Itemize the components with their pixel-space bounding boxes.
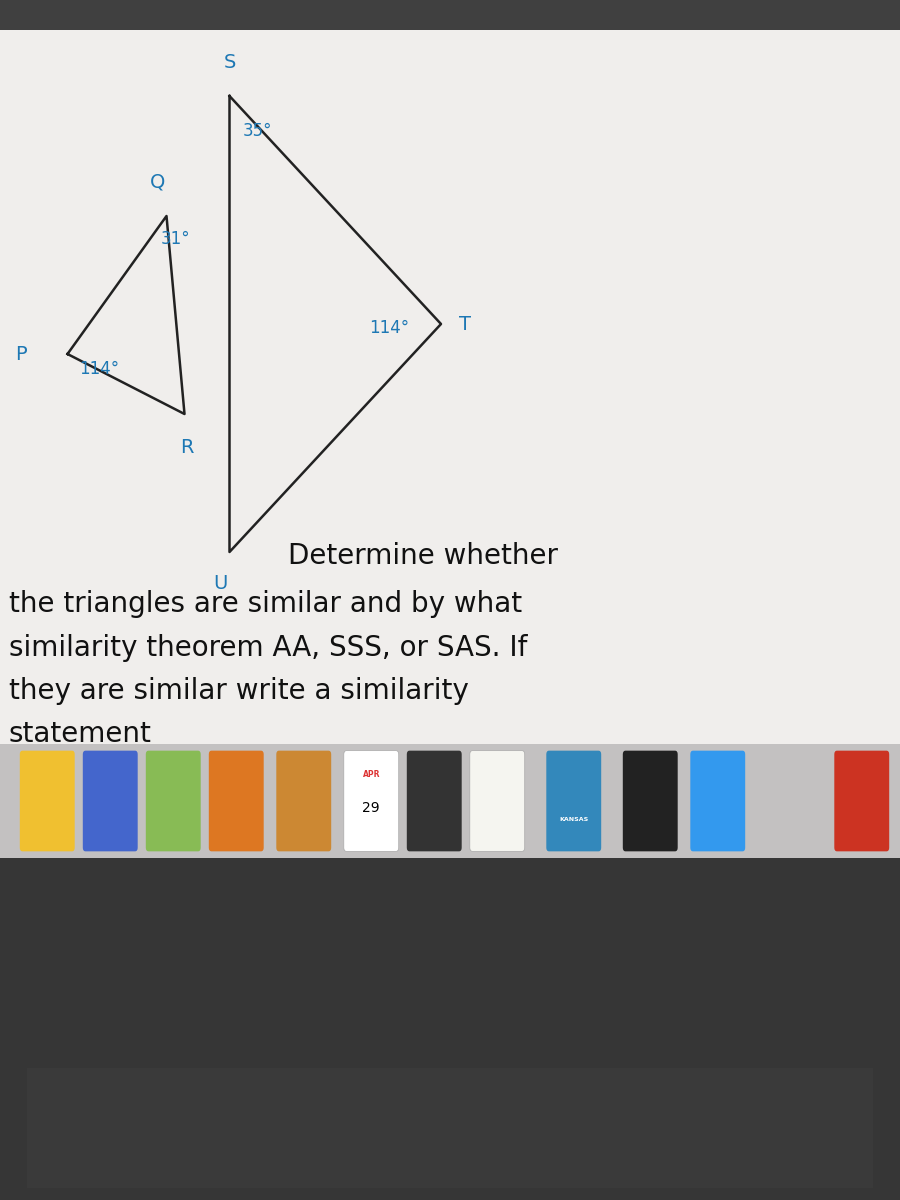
Text: statement: statement (9, 720, 152, 748)
Text: Q: Q (149, 173, 166, 192)
Text: Determine whether: Determine whether (288, 542, 558, 570)
FancyBboxPatch shape (470, 751, 525, 851)
FancyBboxPatch shape (407, 751, 462, 851)
Text: R: R (180, 438, 194, 457)
Text: 114°: 114° (79, 360, 120, 378)
Text: 35°: 35° (243, 122, 273, 140)
FancyBboxPatch shape (546, 751, 601, 851)
Bar (0, 858, 900, 1200)
Bar (0, 30, 900, 858)
Text: P: P (15, 344, 27, 364)
Text: APR: APR (363, 770, 380, 779)
Text: T: T (459, 314, 471, 334)
Bar (27, 1068, 873, 1188)
FancyBboxPatch shape (20, 751, 75, 851)
Text: U: U (213, 574, 228, 593)
Text: S: S (223, 53, 236, 72)
FancyBboxPatch shape (344, 751, 399, 851)
FancyBboxPatch shape (834, 751, 889, 851)
Text: the triangles are similar and by what: the triangles are similar and by what (9, 590, 522, 618)
Text: they are similar write a similarity: they are similar write a similarity (9, 677, 469, 704)
FancyBboxPatch shape (209, 751, 264, 851)
Bar (0, 0, 900, 30)
Text: 29: 29 (363, 802, 380, 816)
FancyBboxPatch shape (146, 751, 201, 851)
FancyBboxPatch shape (83, 751, 138, 851)
FancyBboxPatch shape (623, 751, 678, 851)
FancyBboxPatch shape (276, 751, 331, 851)
Bar (0, 744, 900, 858)
Text: similarity theorem AA, SSS, or SAS. If: similarity theorem AA, SSS, or SAS. If (9, 634, 527, 661)
Text: 31°: 31° (160, 230, 190, 248)
FancyBboxPatch shape (690, 751, 745, 851)
Text: KANSAS: KANSAS (559, 817, 589, 822)
Text: 114°: 114° (369, 318, 410, 336)
